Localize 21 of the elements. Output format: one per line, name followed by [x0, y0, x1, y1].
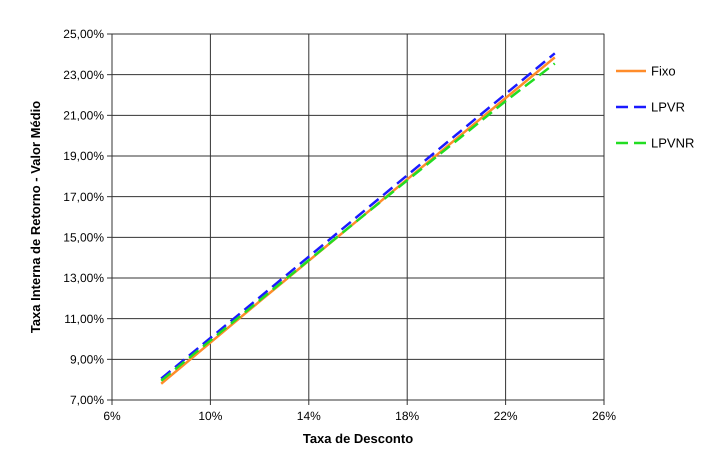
legend-label: LPVNR [651, 136, 694, 151]
y-tick-label: 17,00% [63, 190, 104, 204]
y-tick-label: 19,00% [63, 149, 104, 164]
x-tick-label: 10% [198, 409, 223, 423]
x-tick-label: 26% [592, 409, 616, 423]
x-tick-label: 18% [395, 409, 420, 423]
legend-label: LPVR [651, 100, 685, 115]
y-tick-label: 21,00% [63, 108, 104, 123]
y-tick-label: 13,00% [63, 271, 104, 286]
x-tick-label: 22% [494, 409, 518, 423]
y-tick-label: 23,00% [63, 68, 104, 82]
y-tick-label: 9,00% [70, 352, 104, 367]
y-axis-title: Taxa Interna de Retorno - Valor Médio [28, 100, 43, 334]
y-tick-label: 7,00% [70, 393, 104, 408]
x-tick-label: 6% [103, 409, 121, 423]
x-axis-title: Taxa de Desconto [302, 431, 414, 446]
x-tick-label: 14% [296, 409, 322, 423]
y-tick-label: 15,00% [63, 230, 104, 245]
y-tick-label: 25,00% [63, 27, 104, 42]
y-tick-label: 11,00% [64, 312, 104, 326]
legend-label: Fixo [651, 64, 676, 79]
